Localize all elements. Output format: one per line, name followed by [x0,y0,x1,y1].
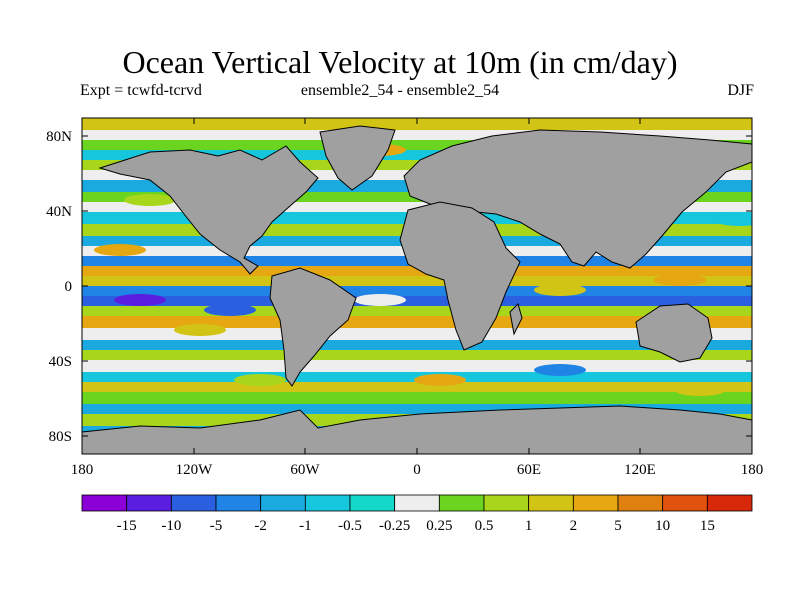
colorbar-swatch [617,494,664,512]
field-patch [124,194,176,206]
field-patch [114,294,166,306]
colorbar-label: 5 [614,518,622,534]
field-patch [674,384,726,396]
field-patch [534,364,586,376]
africa-land [399,201,521,351]
colorbar-label: 1 [525,518,533,534]
colorbar-label: 15 [700,518,715,534]
field-patch [204,304,256,316]
colorbar-label: -2 [254,518,267,534]
field-patch [174,324,226,336]
eurasia-land [403,129,752,269]
colorbar-label: 2 [570,518,578,534]
field-patch [94,244,146,256]
field-band [82,340,752,352]
colorbar-label: -5 [210,518,223,534]
field-band [82,392,752,404]
field-band [82,360,752,372]
colorbar-swatch [349,494,396,512]
lon-label: 180 [741,462,764,478]
field-band [82,276,752,288]
colorbar-swatch [260,494,306,512]
lat-label: 40N [46,204,72,220]
colorbar-swatch [304,494,351,512]
lat-label: 80N [46,129,72,145]
velocity-field [82,118,752,454]
field-band [82,296,752,308]
antarctica-land [82,405,752,454]
lat-label: 40S [49,354,72,370]
colorbar-swatch [706,494,753,512]
experiment-label: Expt = tcwfd-tcrvd [80,82,202,99]
colorbar-label: -0.25 [379,518,410,534]
colorbar-label: -15 [117,518,137,534]
colorbar-swatch [662,494,708,512]
field-patch [534,284,586,296]
colorbar-label: 0.25 [426,518,452,534]
colorbar-label: -10 [161,518,181,534]
colorbar-swatch [438,494,485,512]
colorbar-swatch [170,494,217,512]
north-america-land [98,145,319,275]
run-label: ensemble2_54 - ensemble2_54 [300,82,500,99]
colorbar-swatch [394,494,440,512]
field-patch [714,214,752,226]
field-patch [354,294,406,306]
field-band [82,328,752,340]
madagascar-land [509,303,523,336]
field-band [82,350,752,362]
south-america-land [269,267,357,387]
lon-label: 60W [290,462,320,478]
colorbar-label: -0.5 [338,518,362,534]
colorbar-label: -1 [299,518,312,534]
colorbar-swatch [483,494,530,512]
field-patch [414,374,466,386]
colorbar-swatch [81,494,128,512]
field-patch [234,374,286,386]
colorbar-swatch [528,494,574,512]
field-patch [654,274,706,286]
field-band [82,316,752,328]
colorbar-label: 0.5 [475,518,494,534]
colorbar-swatch [215,494,262,512]
lon-label: 120W [176,462,214,478]
lon-label: 60E [517,462,541,478]
colorbar-swatch [572,494,619,512]
lon-label: 120E [624,462,656,478]
lat-label: 80S [49,429,72,445]
greenland-land [319,125,396,191]
land-mask [82,125,752,454]
lon-label: 0 [413,462,421,478]
colorbar-swatch [126,494,172,512]
season-label: DJF [727,82,754,99]
lat-label: 0 [65,279,73,295]
australia-land [635,303,713,363]
colorbar-label: 10 [655,518,670,534]
lon-label: 180 [71,462,94,478]
map-title: Ocean Vertical Velocity at 10m (in cm/da… [122,44,678,80]
